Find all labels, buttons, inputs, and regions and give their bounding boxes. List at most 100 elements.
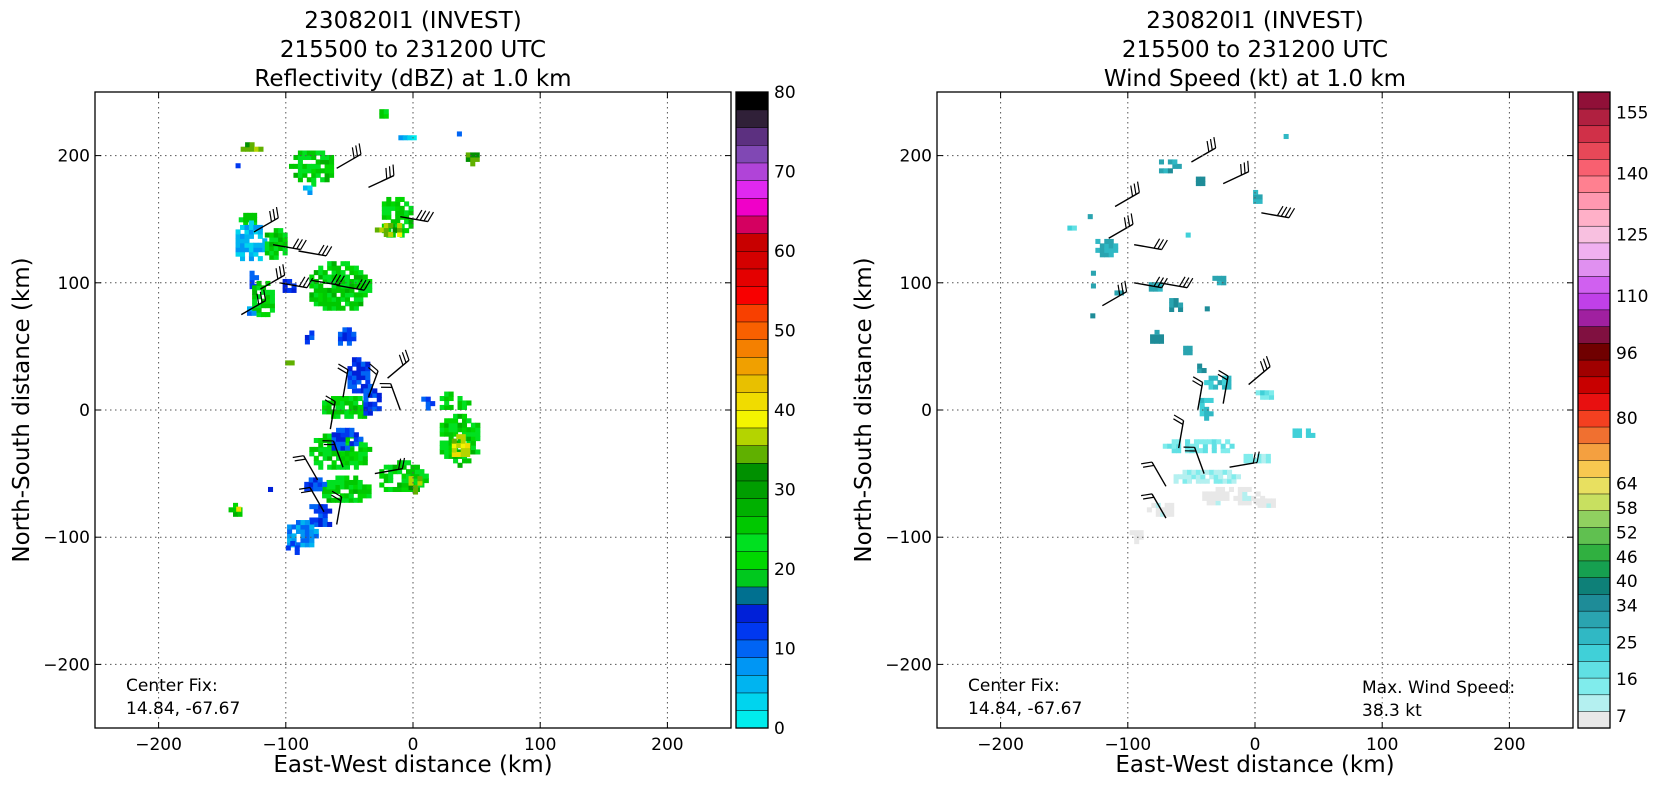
data-cell: [245, 142, 251, 148]
data-cell: [457, 400, 463, 406]
data-cell: [353, 274, 359, 280]
data-cell: [322, 292, 328, 298]
data-cell: [282, 287, 288, 293]
data-cell: [353, 296, 359, 302]
data-cell: [327, 451, 333, 457]
wind-barb-staff: [272, 243, 301, 251]
data-cell: [1206, 491, 1212, 497]
data-cell: [339, 404, 345, 410]
data-cell: [356, 375, 362, 381]
data-cell: [423, 478, 429, 484]
data-cell: [318, 446, 324, 452]
data-cell: [273, 245, 279, 251]
data-cell: [1154, 338, 1160, 344]
grid: [95, 92, 731, 728]
data-cell: [353, 455, 359, 461]
data-cell: [358, 292, 364, 298]
data-cell: [1220, 443, 1226, 449]
data-cell: [444, 431, 450, 437]
colorbar-segment: [735, 568, 769, 588]
data-cell: [388, 473, 394, 479]
wind-barb-staff: [1151, 461, 1167, 487]
data-cell: [365, 375, 371, 381]
wind-barb-feather: [1173, 418, 1184, 425]
data-cell: [340, 270, 346, 276]
data-cell: [330, 484, 337, 490]
colorbar-tick-label: 40: [1616, 572, 1638, 592]
data-cell: [235, 242, 241, 248]
data-cell: [1243, 453, 1249, 459]
data-cell: [444, 400, 450, 406]
data-cell: [318, 521, 324, 527]
wind-barb-feather: [325, 395, 336, 403]
data-cell: [240, 242, 246, 248]
data-cell: [444, 404, 450, 410]
data-cell: [1099, 252, 1105, 258]
data-cell: [425, 405, 431, 411]
center-fix-label: Center Fix:: [968, 676, 1060, 696]
data-cell: [260, 303, 267, 309]
data-cell: [358, 436, 364, 442]
wind-barb-feather: [1280, 206, 1288, 217]
data-cell: [349, 270, 355, 276]
data-cell: [300, 537, 306, 543]
data-cell: [1260, 495, 1266, 501]
data-cell: [1252, 458, 1258, 464]
data-cell: [1213, 474, 1219, 480]
data-cell: [297, 177, 303, 183]
data-cell: [294, 545, 300, 551]
data-cell: [1296, 428, 1303, 434]
data-cell: [388, 464, 394, 470]
data-cell: [1182, 474, 1188, 480]
data-cell: [1099, 247, 1105, 253]
data-cell: [342, 327, 348, 333]
data-cell: [395, 196, 401, 202]
x-axis-label: East-West distance (km): [1115, 752, 1394, 778]
data-cell: [256, 280, 262, 286]
data-cell: [357, 409, 363, 415]
data-cell: [322, 484, 328, 490]
data-cell: [327, 433, 333, 439]
data-cell: [1158, 168, 1165, 174]
data-cell: [444, 440, 450, 446]
wind-barb-feather: [330, 273, 338, 285]
data-cell: [470, 152, 476, 158]
data-cell: [326, 488, 332, 494]
data-cell: [318, 451, 324, 457]
data-cell: [406, 469, 412, 475]
data-cell: [318, 517, 324, 523]
data-cell: [475, 436, 481, 442]
data-cell: [1261, 453, 1267, 459]
data-cell: [353, 292, 359, 298]
data-cell: [278, 237, 284, 243]
chart-title-line: 230820I1 (INVEST): [304, 8, 521, 34]
data-cell: [322, 517, 328, 523]
data-cell: [331, 460, 337, 466]
data-cell: [273, 250, 279, 256]
wind-barb-feather: [1192, 380, 1203, 387]
data-cell: [358, 274, 364, 280]
wind-barb-feather: [337, 367, 348, 375]
wind-barb-feather: [1141, 461, 1153, 465]
colorbar-segment: [1577, 259, 1611, 277]
data-cell: [331, 301, 337, 307]
wind-barb-feather: [1136, 181, 1140, 193]
data-cell: [1264, 390, 1270, 396]
wind-barb-feather: [1161, 239, 1168, 250]
data-cell: [1204, 397, 1210, 403]
data-cell: [1211, 495, 1217, 501]
data-cell: [470, 436, 476, 442]
x-tick-label: −100: [262, 735, 309, 755]
data-cell: [326, 479, 332, 486]
data-cell: [466, 458, 472, 464]
data-cell: [1104, 252, 1110, 258]
data-cell: [327, 301, 333, 307]
data-cell: [379, 482, 385, 488]
data-cell: [451, 447, 457, 453]
data-cell: [336, 301, 342, 307]
data-cell: [249, 279, 255, 285]
data-cell: [363, 406, 369, 412]
colorbar-tick-label: 70: [774, 163, 796, 183]
data-cell: [287, 278, 293, 285]
data-cell: [349, 460, 355, 466]
